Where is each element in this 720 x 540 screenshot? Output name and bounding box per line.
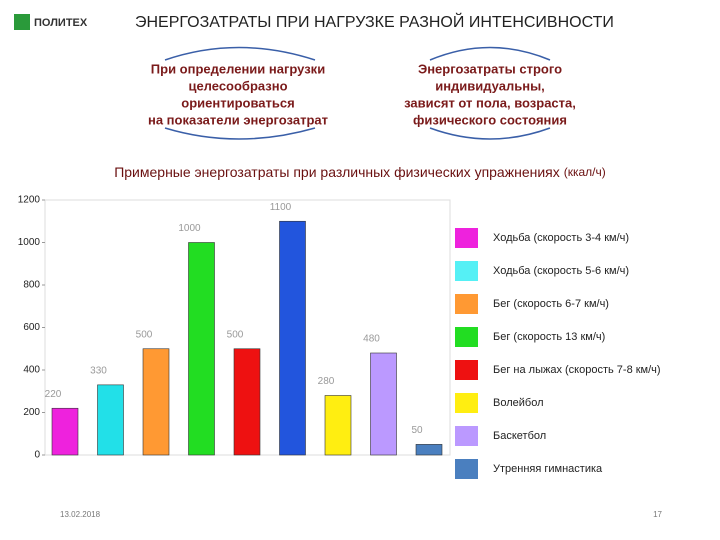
y-tick-label: 1200	[18, 195, 41, 206]
legend-label: Баскетбол	[493, 430, 546, 442]
footer-date: 13.02.2018	[60, 510, 101, 519]
y-tick-label: 1000	[18, 237, 41, 248]
y-tick-label: 600	[23, 322, 40, 333]
value-label: 1000	[178, 223, 201, 234]
note-line: на показатели энергозатрат	[148, 112, 328, 127]
note-line: ориентироваться	[181, 95, 294, 110]
bar	[97, 384, 124, 456]
legend-label: Утренняя гимнастика	[493, 463, 603, 475]
chart-title: Примерные энергозатраты при различных фи…	[114, 164, 606, 180]
value-label: 480	[363, 334, 380, 345]
y-tick-label: 0	[34, 450, 40, 461]
arc	[164, 46, 316, 61]
legend-label: Волейбол	[493, 397, 544, 409]
legend-swatch	[455, 327, 478, 347]
bar	[279, 220, 306, 456]
note-line: целесообразно	[188, 78, 287, 93]
note-line: зависят от пола, возраста,	[404, 95, 576, 110]
bar	[142, 348, 170, 456]
legend-swatch	[455, 294, 478, 314]
legend-label: Бег (скорость 6-7 км/ч)	[493, 298, 609, 310]
legend-swatch	[455, 459, 478, 479]
y-tick-label: 400	[23, 365, 40, 376]
value-label: 50	[411, 425, 423, 436]
legend-label: Ходьба (скорость 5-6 км/ч)	[493, 265, 629, 277]
y-tick-label: 800	[23, 280, 40, 291]
value-label: 220	[45, 389, 62, 400]
value-label: 1100	[270, 202, 292, 213]
value-label: 330	[90, 366, 107, 377]
logo-icon	[14, 14, 30, 30]
value-label: 500	[136, 329, 153, 340]
chart-title-text: Примерные энергозатраты при различных фи…	[114, 164, 560, 180]
slide-title: ЭНЕРГОЗАТРАТЫ ПРИ НАГРУЗКЕ РАЗНОЙ ИНТЕНС…	[135, 12, 614, 31]
legend-swatch	[455, 261, 478, 281]
value-label: 500	[227, 329, 244, 340]
bar	[370, 352, 397, 456]
legend-swatch	[455, 228, 478, 248]
note-line: индивидуальны,	[435, 78, 545, 93]
note-line: Энергозатраты строго	[418, 61, 562, 76]
y-tick-label: 200	[23, 407, 40, 418]
arc	[429, 127, 551, 140]
bar	[415, 444, 443, 456]
legend-swatch	[455, 360, 478, 380]
bar	[51, 407, 79, 456]
chart-unit: (ккал/ч)	[564, 165, 606, 179]
footer-page: 17	[653, 510, 662, 519]
legend-label: Бег (скорость 13 км/ч)	[493, 331, 605, 343]
legend-label: Ходьба (скорость 3-4 км/ч)	[493, 232, 629, 244]
bar	[233, 348, 261, 456]
legend-label: Бег на лыжах (скорость 7-8 км/ч)	[493, 364, 661, 376]
note-line: физического состояния	[413, 112, 567, 127]
bar	[188, 242, 215, 456]
bar	[324, 395, 352, 456]
value-label: 280	[318, 376, 335, 387]
arc	[429, 46, 551, 61]
note-line: При определении нагрузки	[151, 61, 325, 76]
arc	[164, 127, 316, 140]
legend-swatch	[455, 393, 478, 413]
logo: ПОЛИТЕХ	[34, 17, 88, 29]
legend-swatch	[455, 426, 478, 446]
